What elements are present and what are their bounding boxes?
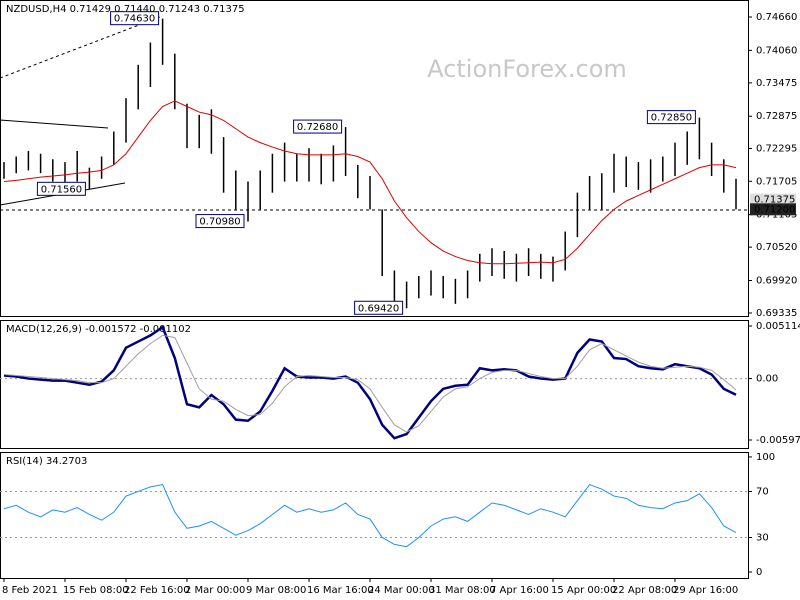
y-tick-label: 0.005114 [756, 321, 800, 332]
price-tag-box [750, 193, 796, 206]
y-tick-label: 0.69920 [756, 275, 797, 286]
price-annotation-box [195, 214, 245, 229]
y-tick-label: 0.74060 [756, 45, 797, 56]
x-tick-label: 2 Mar 00:00 [185, 585, 245, 596]
price-annotation: 0.69420 [358, 303, 399, 314]
x-tick-label: 22 Feb 16:00 [124, 585, 190, 596]
panel-frame [0, 0, 749, 317]
y-tick-label: 0 [756, 567, 762, 578]
trend-line [0, 119, 109, 129]
price-annotation-box [293, 119, 343, 134]
x-tick-label: 9 Mar 08:00 [246, 585, 306, 596]
price-annotation: 0.72850 [651, 113, 692, 124]
y-tick-label: -0.005978 [756, 435, 800, 446]
price-tag: 0.71375 [754, 195, 795, 206]
x-tick-label: 24 Mar 00:00 [368, 585, 435, 596]
y-tick-label: 0.74660 [756, 12, 797, 23]
watermark: ActionForex.com [427, 55, 627, 83]
trend-line [0, 16, 161, 79]
y-tick-label: 0.70520 [756, 242, 797, 253]
series-line [3, 334, 737, 433]
x-tick-label: 15 Feb 08:00 [63, 585, 129, 596]
panel-frame [0, 452, 749, 579]
series-line [3, 325, 737, 440]
price-annotation: 0.72680 [297, 122, 338, 133]
price-annotation-box [354, 300, 404, 315]
y-tick-label: 0.72875 [756, 111, 797, 122]
price-annotation-box [646, 110, 696, 125]
y-tick-label: 70 [756, 486, 769, 497]
panel-frame [0, 320, 749, 449]
x-tick-label: 29 Apr 16:00 [673, 585, 738, 596]
x-tick-label: 8 Feb 2021 [2, 585, 58, 596]
series-line [3, 100, 737, 265]
y-tick-label: 100 [756, 452, 775, 463]
price-annotation: 0.71560 [41, 184, 82, 195]
x-tick-label: 22 Apr 08:00 [612, 585, 677, 596]
y-tick-label: 30 [756, 532, 769, 543]
y-tick-label: 0.73475 [756, 78, 797, 89]
y-tick-label: 0.71705 [756, 176, 797, 187]
price-annotation: 0.74630 [114, 14, 155, 25]
y-tick-label: 0.72295 [756, 143, 797, 154]
price-annotation: 0.70980 [199, 217, 240, 228]
x-tick-label: 31 Mar 08:00 [429, 585, 496, 596]
price-annotation-box [110, 11, 160, 26]
price-annotation-box [36, 181, 86, 196]
series-line [3, 483, 737, 548]
y-tick-label: 0.00 [756, 374, 778, 385]
panel-title: MACD(12,26,9) -0.001572 -0.001102 [6, 324, 191, 335]
x-tick-label: 16 Mar 16:00 [307, 585, 374, 596]
x-tick-label: 7 Apr 16:00 [490, 585, 549, 596]
price-tag-box [750, 203, 796, 216]
x-tick-label: 15 Apr 00:00 [551, 585, 616, 596]
price-tag: 0.71200 [754, 204, 795, 215]
panel-title: RSI(14) 34.2703 [6, 456, 87, 467]
panel-title: NZDUSD,H4 0.71429 0.71440 0.71243 0.7137… [6, 4, 245, 15]
y-tick-label: 0.69335 [756, 308, 797, 319]
